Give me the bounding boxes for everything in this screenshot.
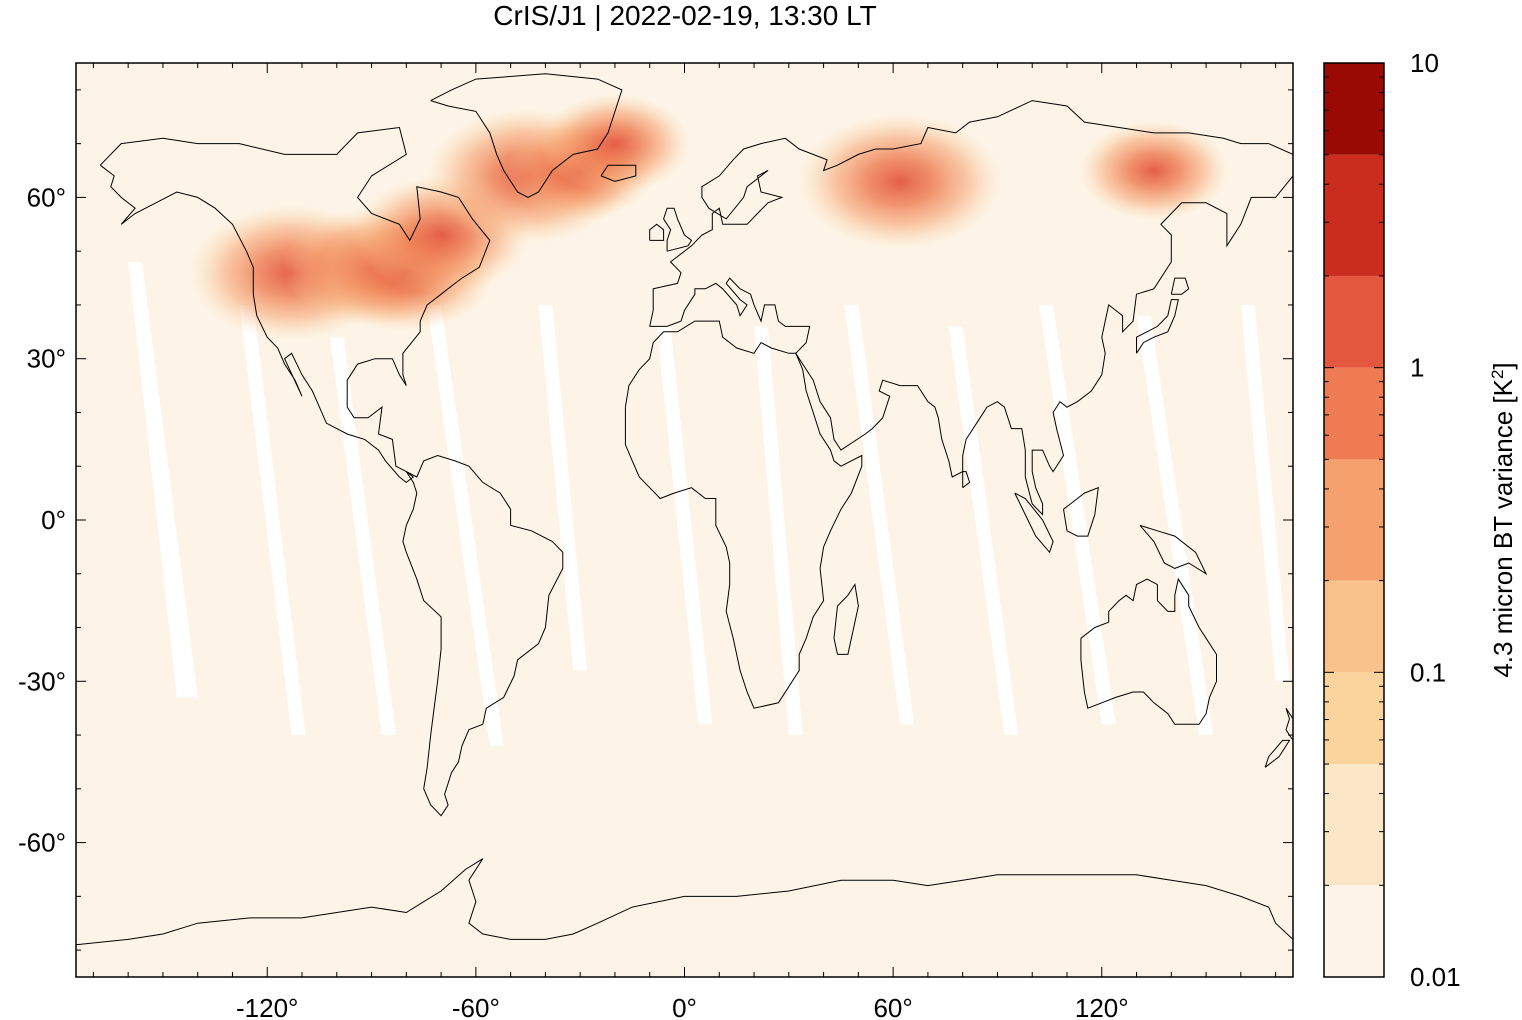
variance-hotspot: [798, 113, 1003, 250]
y-tick-label: 0°: [41, 505, 66, 535]
variance-hotspot: [539, 93, 690, 194]
colorbar-tick-label: 0.01: [1410, 962, 1461, 992]
coastline-south-america: [402, 454, 564, 817]
orbit-gap-stripe: [656, 326, 713, 725]
coastline-borneo: [1063, 486, 1099, 537]
colorbar-label: 4.3 micron BT variance [K2]: [1488, 362, 1519, 677]
orbit-gap-stripe: [329, 337, 396, 736]
coastlines: [76, 73, 1293, 946]
colorbar-level: [1324, 764, 1384, 886]
variance-hotspot: [1078, 120, 1229, 221]
coastline-north-america: [99, 126, 491, 484]
orbit-gap-stripes: [128, 261, 1290, 746]
orbit-gap-stripe: [754, 326, 803, 736]
colorbar-level: [1324, 154, 1384, 276]
coastline-japan: [1136, 299, 1179, 354]
y-tick-label: 60°: [27, 182, 66, 212]
x-tick-label: -120°: [236, 993, 298, 1020]
coastline-africa: [624, 320, 863, 709]
coastline-iceland: [600, 164, 637, 182]
coastline-new-guinea: [1139, 524, 1208, 576]
coastline-ireland: [649, 223, 665, 241]
colorbar-level: [1324, 367, 1384, 460]
y-tick-label: 30°: [27, 344, 66, 374]
colorbar-level: [1324, 459, 1384, 581]
coastline-antarctica: [76, 858, 1293, 946]
variance-hotspots: [189, 93, 1229, 341]
colorbar-level: [1324, 885, 1384, 977]
colorbar-tick-label: 0.1: [1410, 657, 1446, 687]
coastline-madagascar: [833, 583, 859, 655]
orbit-gap-stripe: [128, 261, 198, 698]
coastline-greenland: [430, 73, 623, 198]
coastline-hokkaido: [1170, 277, 1190, 295]
y-tick-label: -30°: [18, 666, 66, 696]
x-tick-label: 0°: [672, 993, 697, 1020]
colorbar-ticks: 10 1 0.1 0.01: [1324, 48, 1461, 992]
coastline-new-zealand-north: [1285, 707, 1293, 742]
colorbar-frame: [1323, 62, 1385, 978]
colorbar-levels: [1324, 63, 1384, 977]
colorbar-level: [1324, 580, 1384, 673]
coastline-sri-lanka: [962, 471, 971, 489]
y-axis-ticks: 60° 30° 0° -30° -60°: [18, 89, 1293, 951]
coastline-eurasia: [649, 100, 1293, 516]
orbit-gap-stripe: [844, 304, 914, 725]
colorbar-tick-label: 1: [1410, 353, 1424, 383]
colorbar-level: [1324, 672, 1384, 765]
coastline-australia: [1080, 577, 1217, 725]
orbit-gap-stripe: [948, 326, 1019, 736]
y-tick-label: -60°: [18, 828, 66, 858]
colorbar-level: [1324, 63, 1384, 155]
orbit-gap-stripe: [1136, 315, 1214, 736]
x-tick-label: -60°: [452, 993, 500, 1020]
coastline-sumatra: [1014, 492, 1054, 554]
map-title: CrIS/J1 | 2022-02-19, 13:30 LT: [493, 0, 877, 31]
orbit-gap-stripe: [1039, 304, 1116, 725]
orbit-gap-stripe: [427, 304, 504, 746]
orbit-gap-stripe: [538, 304, 588, 671]
x-tick-label: 60°: [873, 993, 912, 1020]
colorbar-level: [1324, 275, 1384, 368]
x-tick-label: 120°: [1075, 993, 1129, 1020]
colorbar: 10 1 0.1 0.01 4.3 micron BT variance [K2]: [1323, 48, 1519, 992]
orbit-gap-stripe: [1240, 304, 1290, 682]
x-axis-ticks: -120° -60° 0° 60° 120°: [92, 63, 1277, 1020]
colorbar-tick-label: 10: [1410, 48, 1439, 78]
coastline-new-zealand-south: [1264, 739, 1291, 768]
orbit-gap-stripe: [239, 304, 306, 736]
coastline-britain: [663, 207, 693, 252]
map-plot: -120° -60° 0° 60° 120° 60° 30° 0° -30° -60°: [18, 62, 1294, 1020]
